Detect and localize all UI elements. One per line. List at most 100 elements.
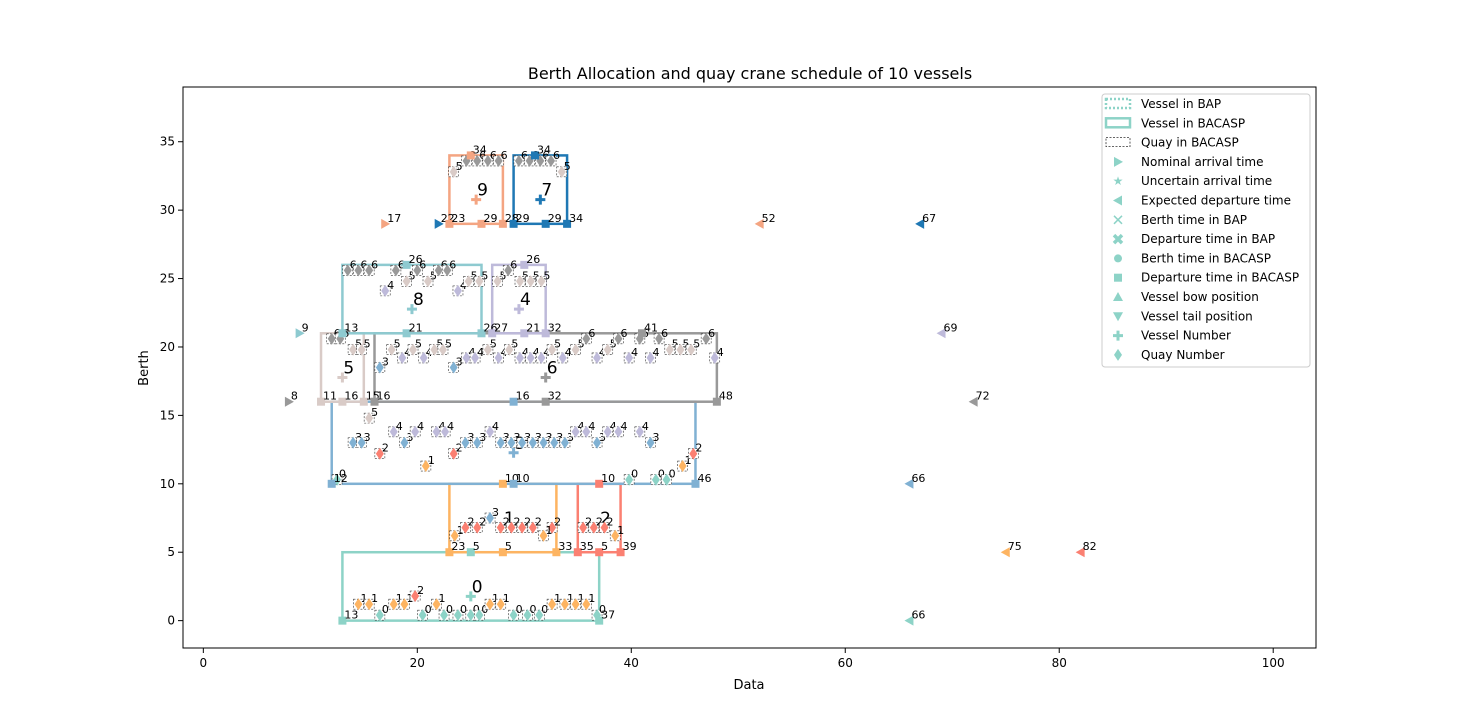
time-label: 16 (344, 390, 358, 403)
quay-number-label: 4 (522, 346, 529, 359)
quay-marker (571, 343, 580, 356)
quay-marker (432, 425, 441, 438)
time-marker (402, 260, 411, 269)
quay-label-group: 4 (581, 420, 595, 438)
y-axis-label: Berth (137, 350, 152, 386)
quay-number-label: 5 (415, 338, 422, 351)
quay-marker (327, 332, 336, 345)
time-label-group: 5 (595, 540, 608, 557)
legend-marker (1114, 156, 1123, 167)
quay-marker (443, 264, 452, 277)
quay-marker (504, 264, 513, 277)
quay-label-group: 4 (645, 346, 660, 364)
quay-number-label: 3 (492, 506, 499, 519)
y-tick-label: 10 (160, 477, 175, 491)
time-label-group: 34 (530, 143, 551, 160)
quay-marker (600, 521, 609, 534)
quay-number-label: 1 (492, 592, 499, 605)
time-label: 69 (944, 321, 958, 334)
quay-number-label: 3 (467, 431, 474, 444)
time-marker (477, 329, 486, 338)
time-label: 29 (483, 212, 497, 225)
time-marker (904, 478, 914, 489)
quay-marker (665, 343, 674, 356)
plot-content: 0123568497111121000000110001111012232222… (284, 143, 1097, 626)
quay-marker (676, 343, 685, 356)
time-label: 23 (451, 212, 465, 225)
quay-number-label: 6 (419, 258, 426, 271)
quay-label-group: 3 (347, 431, 362, 449)
time-label-group: 67 (915, 212, 936, 229)
time-label-group: 66 (904, 609, 925, 626)
quay-marker (453, 609, 462, 622)
legend-swatch (1104, 97, 1132, 110)
quay-number-label: 6 (708, 327, 715, 340)
legend-item: Expected departure time (1113, 194, 1291, 208)
time-label-group: 5 (466, 540, 480, 557)
quay-number-label: 3 (535, 431, 542, 444)
quay-number-label: 1 (685, 454, 692, 467)
quay-label-group: 4 (439, 420, 454, 438)
quay-number-label: 0 (425, 603, 432, 616)
quay-number-label: 5 (543, 269, 550, 282)
time-marker (573, 548, 582, 557)
quay-number-label: 4 (396, 420, 403, 433)
quay-label-group: 5 (347, 338, 362, 356)
vessel-number-marker (465, 591, 476, 602)
quay-marker (593, 351, 602, 364)
y-tick-label: 15 (160, 408, 175, 422)
quay-marker (391, 264, 400, 277)
quay-number-label: 3 (479, 431, 486, 444)
time-marker (327, 479, 336, 488)
time-label: 21 (409, 321, 423, 334)
legend-marker (1114, 273, 1122, 282)
quay-number-label: 1 (567, 592, 574, 605)
time-marker (317, 397, 326, 406)
legend-label: Quay in BACASP (1141, 136, 1239, 150)
y-tick-label: 0 (167, 614, 175, 628)
time-label-group: 26 (402, 253, 423, 269)
quay-number-label: 6 (553, 149, 560, 162)
legend-marker: ★ (1113, 174, 1124, 188)
quay-number-label: 4 (653, 346, 660, 359)
time-marker (691, 479, 700, 488)
quay-label-group: 5 (422, 269, 437, 288)
quay-label-group: 0 (661, 468, 676, 486)
quay-marker (507, 521, 516, 534)
quay-marker (365, 264, 374, 277)
legend-item: Nominal arrival time (1114, 155, 1264, 169)
legend-item: Vessel tail position (1113, 309, 1253, 323)
quay-label-group: 5 (401, 269, 416, 288)
y-tick-label: 20 (160, 340, 175, 354)
time-label-group: 12 (327, 472, 348, 488)
quay-label-group: 5 (474, 269, 488, 288)
time-label: 33 (558, 540, 572, 553)
time-label: 34 (537, 143, 551, 156)
quay-number-label: 2 (467, 516, 474, 529)
quay-marker (486, 512, 495, 525)
quay-label-group: 0 (533, 603, 548, 622)
time-label: 5 (473, 540, 480, 553)
quay-marker (375, 447, 384, 460)
quay-number-label: 4 (588, 420, 595, 433)
quay-label-group: 3 (506, 431, 520, 449)
time-marker (936, 328, 946, 339)
quay-number-label: 2 (585, 516, 592, 529)
time-marker (338, 397, 347, 406)
quay-marker (614, 332, 623, 345)
quay-marker (548, 343, 557, 356)
quay-number-label: 5 (471, 269, 478, 282)
quay-label-group: 3 (559, 431, 574, 449)
quay-label-group: 3 (548, 431, 563, 449)
quay-marker (496, 598, 505, 611)
quay-label-group: 4 (709, 346, 724, 364)
quay-label-group: 1 (570, 592, 585, 611)
quay-label-group: 5 (437, 338, 452, 356)
time-label-group: 37 (595, 609, 615, 625)
quay-label-group: 5 (356, 338, 371, 356)
legend-marker (1113, 215, 1123, 225)
time-label-group: 13 (338, 321, 358, 338)
quay-marker (523, 609, 532, 622)
quay-label-group: 0 (452, 603, 467, 622)
time-label: 9 (302, 321, 309, 334)
